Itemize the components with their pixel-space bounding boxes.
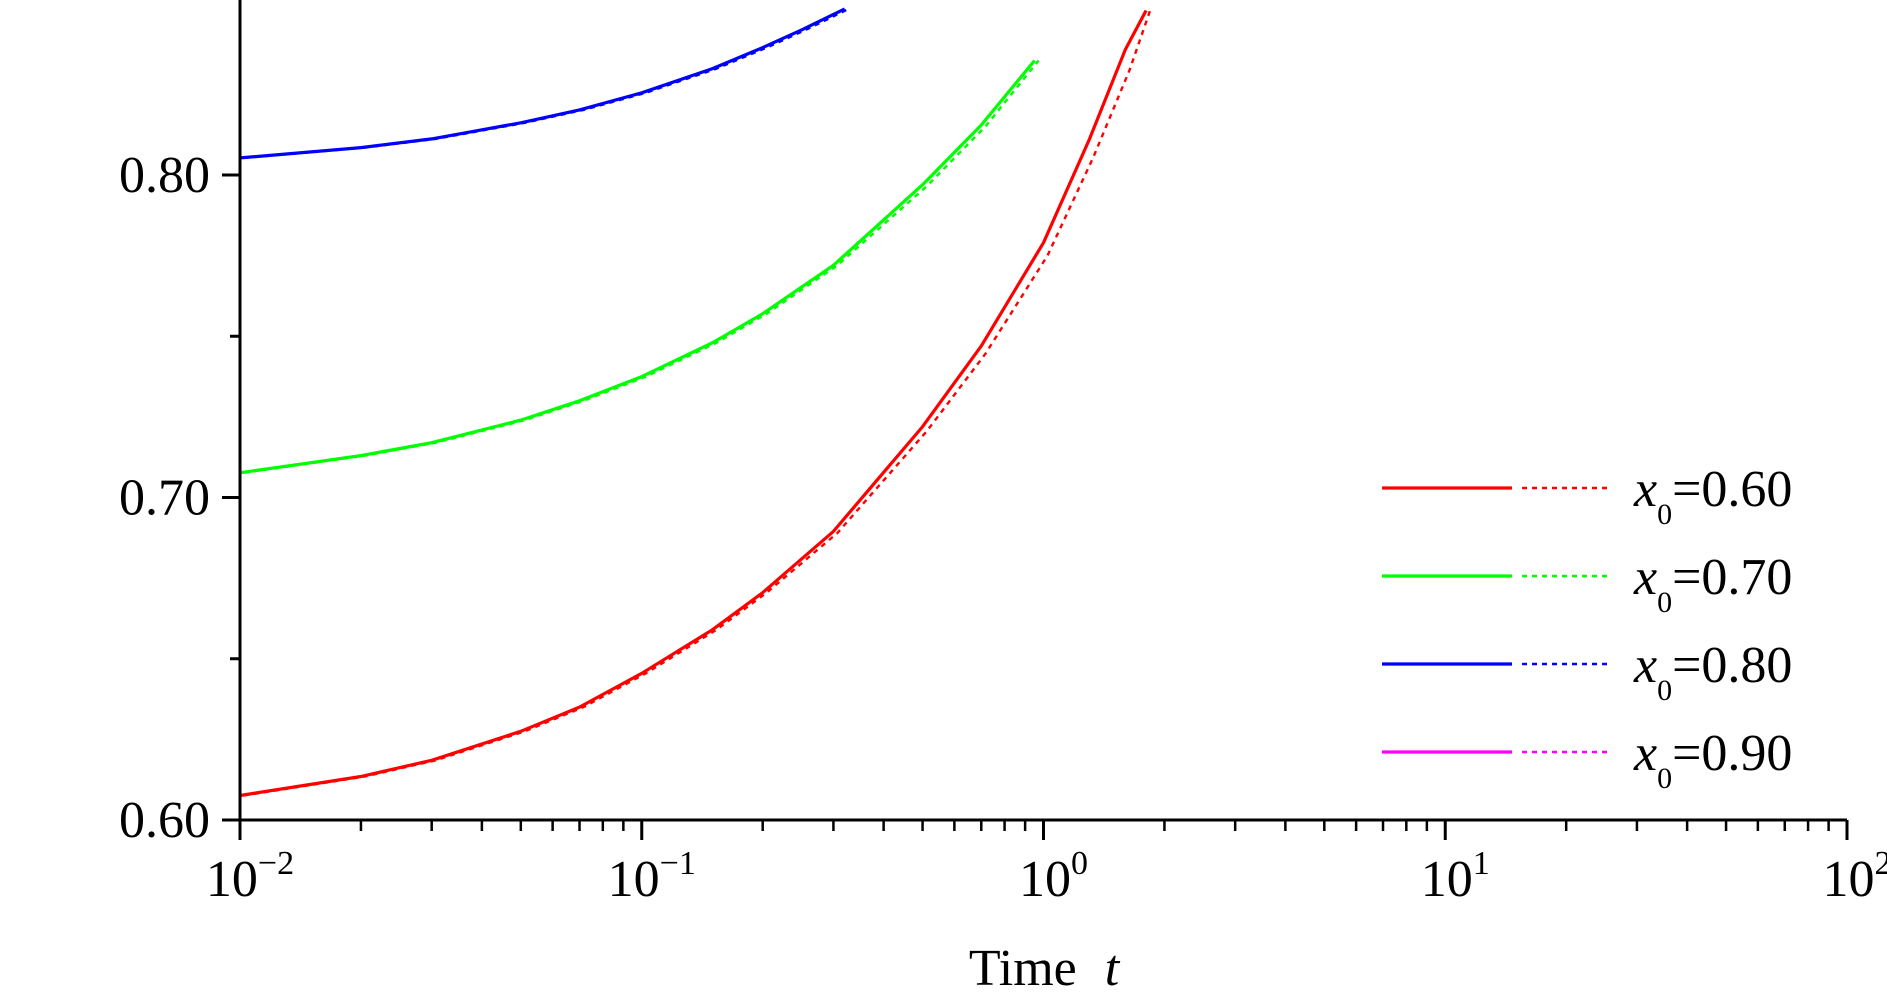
y-tick-label-1: 0.70 [119, 470, 210, 527]
y-tick-label-2: 0.80 [119, 147, 210, 204]
legend-label-1: x0=0.70 [1633, 549, 1792, 619]
series-dotted-2 [243, 7, 850, 160]
axes-layer: 0.60 0.70 0.80 10−2 10−1 100 101 102 [119, 0, 1887, 908]
legend-label-2: x0=0.80 [1633, 637, 1792, 707]
x-tick-label-0: 10−2 [206, 845, 294, 908]
legend-label-0: x0=0.60 [1633, 461, 1792, 531]
x-tick-label-2: 100 [1019, 845, 1088, 908]
series-layer [240, 7, 1152, 798]
series-dotted-1 [243, 59, 1040, 474]
x-tick-label-1: 10−1 [608, 845, 696, 908]
x-tick-label-4: 102 [1823, 845, 1887, 908]
legend-label-3: x0=0.90 [1633, 725, 1792, 795]
legend: x0=0.60 x0=0.70 x0=0.80 x0=0.90 [1382, 461, 1792, 795]
series-line-0 [240, 9, 1148, 798]
series-dotted-0 [243, 10, 1152, 797]
x-tick-label-3: 101 [1421, 845, 1490, 908]
series-line-1 [240, 59, 1036, 475]
y-tick-label-0: 0.60 [119, 792, 210, 849]
series-line-2 [240, 7, 846, 160]
x-axis-title: Time t [969, 940, 1121, 997]
